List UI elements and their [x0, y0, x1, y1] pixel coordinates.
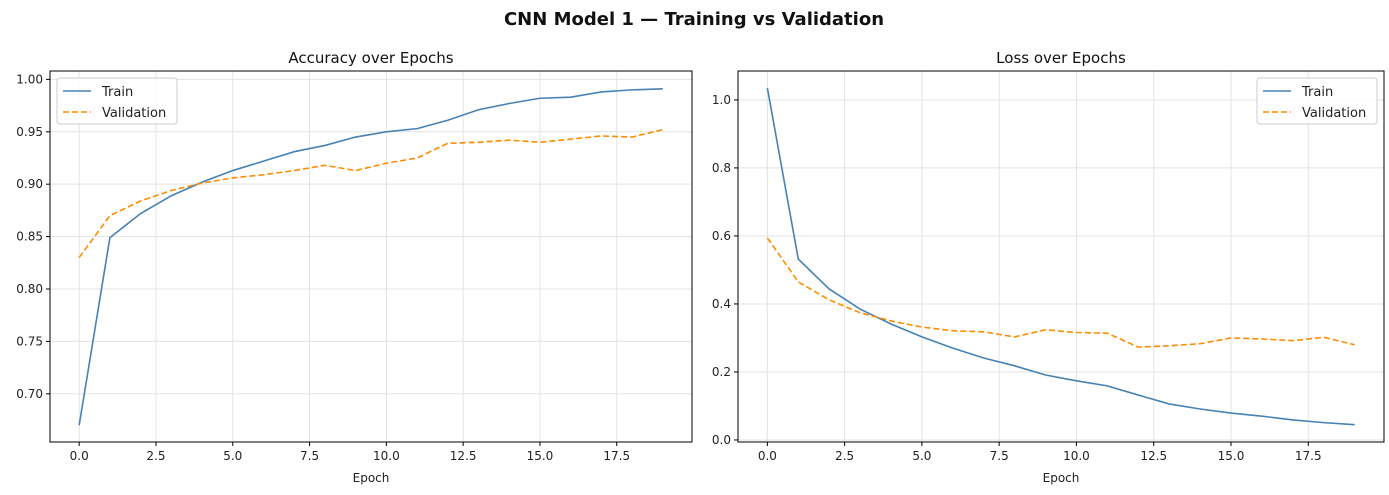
plot-frame — [737, 70, 1385, 443]
train-line — [766, 87, 1355, 426]
x-tick-label: 15.0 — [1218, 449, 1245, 463]
y-tick-label: 0.2 — [712, 365, 731, 379]
y-tick-label: 0.70 — [16, 387, 43, 401]
y-tick-label: 1.0 — [712, 93, 731, 107]
y-tick-label: 0.0 — [712, 433, 731, 447]
legend-label: Train — [1301, 85, 1333, 100]
x-tick-label: 10.0 — [373, 449, 400, 463]
x-tick-label: 5.0 — [912, 449, 931, 463]
y-tick-label: 0.95 — [16, 125, 43, 139]
x-tick-label: 0.0 — [70, 449, 89, 463]
y-tick-label: 0.8 — [712, 161, 731, 175]
figure-title: CNN Model 1 — Training vs Validation — [504, 9, 884, 30]
plot-frame — [49, 70, 693, 443]
x-tick-label: 12.5 — [1140, 449, 1167, 463]
validation-line — [766, 237, 1355, 348]
x-tick-label: 17.5 — [1295, 449, 1322, 463]
y-tick-label: 0.90 — [16, 177, 43, 191]
legend-label: Train — [101, 85, 133, 100]
validation-line — [78, 128, 664, 259]
x-tick-label: 2.5 — [146, 449, 165, 463]
x-tick-label: 7.5 — [300, 449, 319, 463]
y-tick-label: 1.00 — [16, 72, 43, 86]
legend: Train Validation — [1256, 77, 1378, 125]
x-tick-label: 17.5 — [603, 449, 630, 463]
legend-label: Validation — [102, 106, 166, 121]
x-axis-label: Epoch — [1043, 471, 1080, 485]
chart-title: Accuracy over Epochs — [288, 49, 453, 67]
x-tick-label: 12.5 — [450, 449, 477, 463]
x-tick-label: 2.5 — [835, 449, 854, 463]
x-tick-label: 5.0 — [223, 449, 242, 463]
y-tick-label: 0.4 — [712, 297, 731, 311]
y-tick-label: 0.75 — [16, 334, 43, 348]
y-tick-label: 0.6 — [712, 229, 731, 243]
chart-title: Loss over Epochs — [996, 49, 1126, 67]
y-tick-label: 0.80 — [16, 282, 43, 296]
loss-chart: 0.0 2.5 5.0 7.5 10.0 12.5 15.0 17.5 0.0 0.2 0.4 0.6… — [712, 49, 1385, 485]
x-axis-label: Epoch — [353, 471, 390, 485]
x-tick-label: 10.0 — [1063, 449, 1090, 463]
x-tick-label: 7.5 — [990, 449, 1009, 463]
train-line — [78, 88, 663, 426]
accuracy-chart: 0.0 2.5 5.0 7.5 10.0 12.5 15.0 17.5 0.70 0.75 0.80… — [16, 49, 693, 485]
x-tick-label: 15.0 — [527, 449, 554, 463]
legend: Train Validation — [56, 77, 178, 125]
x-tick-label: 0.0 — [758, 449, 777, 463]
y-tick-label: 0.85 — [16, 230, 43, 244]
legend-label: Validation — [1302, 106, 1366, 121]
